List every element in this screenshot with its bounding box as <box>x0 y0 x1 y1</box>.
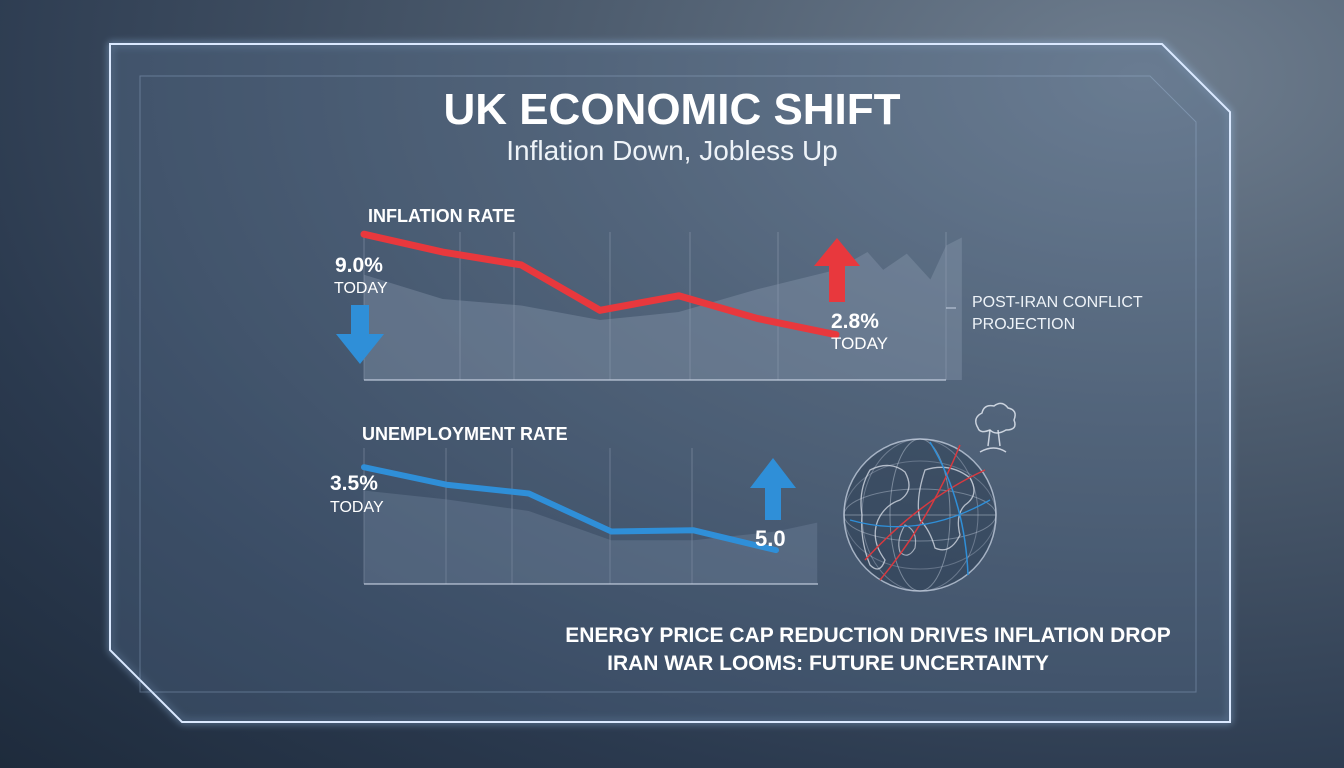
up-arrow-icon <box>814 238 860 302</box>
unemployment-chart-label: UNEMPLOYMENT RATE <box>362 424 568 444</box>
headline-line1: ENERGY PRICE CAP REDUCTION DRIVES INFLAT… <box>565 624 1171 647</box>
data-point <box>834 332 838 337</box>
unemployment-series-line <box>361 464 779 554</box>
data-point <box>755 316 760 321</box>
inflation-end-caption: TODAY <box>831 334 888 353</box>
unemployment-start-value: 3.5% <box>330 472 378 495</box>
data-point <box>598 308 602 313</box>
inflation-area <box>364 237 962 380</box>
data-point <box>519 262 524 267</box>
globe-icon <box>843 438 997 592</box>
inflation-start-value: 9.0% <box>335 254 383 277</box>
headline-line2: IRAN WAR LOOMS: FUTURE UNCERTAINTY <box>607 652 1049 675</box>
data-point <box>362 232 366 237</box>
data-point <box>691 528 696 533</box>
up-arrow-icon <box>750 458 796 520</box>
data-point <box>362 465 366 470</box>
inflation-points <box>362 232 838 337</box>
unemployment-start-caption: TODAY <box>330 499 384 516</box>
inflation-end-value: 2.8% <box>831 310 879 333</box>
explosion-cloud-icon <box>975 402 1016 453</box>
data-point <box>526 491 531 496</box>
data-point <box>676 293 681 298</box>
inflation-chart-label: INFLATION RATE <box>368 206 515 226</box>
unemployment-end-value: 5.0 <box>755 526 786 551</box>
data-point <box>440 250 445 255</box>
data-point <box>444 482 449 487</box>
data-point <box>774 548 778 553</box>
unemployment-chart: UNEMPLOYMENT RATE 3.5% TODAY 5.0 <box>330 424 818 585</box>
data-point <box>609 529 614 534</box>
page-subtitle: Inflation Down, Jobless Up <box>506 135 838 166</box>
outer-frame <box>109 43 1231 723</box>
unemployment-points <box>362 465 778 553</box>
inflation-chart: INFLATION RATE 9.0% TODAY 2.8% TODAY POS… <box>334 206 1143 381</box>
inflation-start-caption: TODAY <box>334 280 388 297</box>
inner-frame <box>139 75 1197 693</box>
down-arrow-icon <box>336 305 384 364</box>
projection-label-line2: PROJECTION <box>972 316 1075 333</box>
unemployment-grid <box>363 448 693 584</box>
unemployment-area <box>364 490 818 584</box>
page-title: UK ECONOMIC SHIFT <box>443 85 900 134</box>
projection-label-line1: POST-IRAN CONFLICT <box>972 294 1143 311</box>
